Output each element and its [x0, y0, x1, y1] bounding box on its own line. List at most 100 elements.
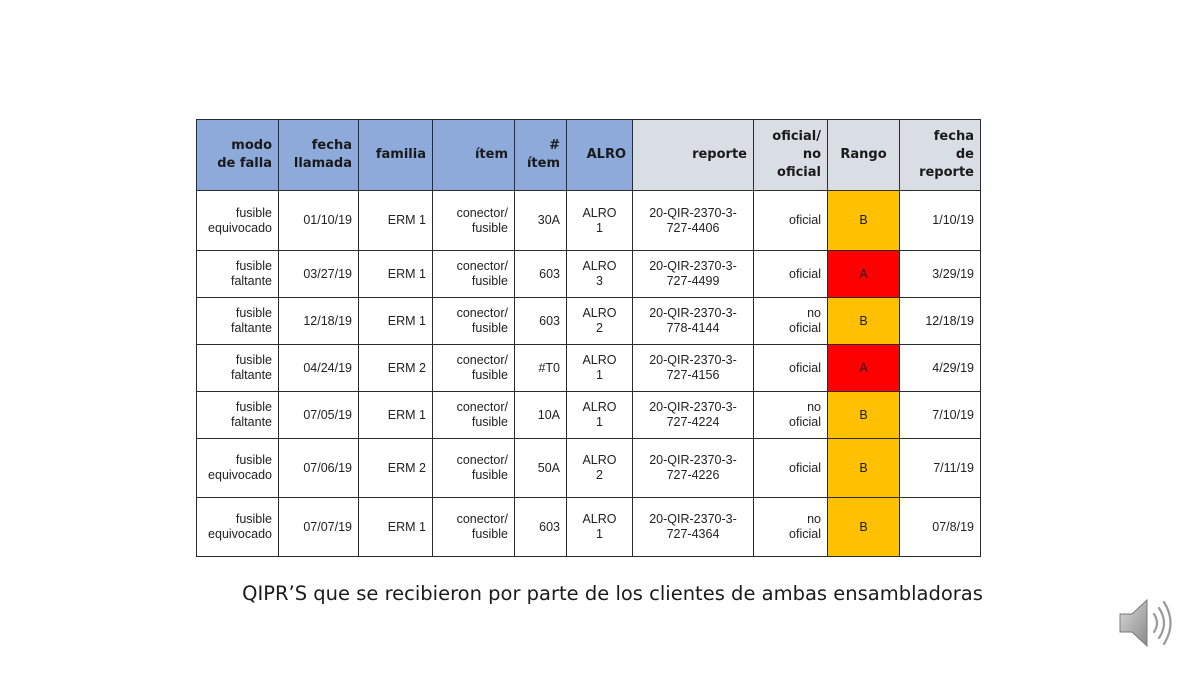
- cell-text: 01/10/19: [303, 213, 352, 227]
- cell-text: ERM 2: [387, 360, 426, 375]
- cell-text: ERM 1: [387, 313, 426, 328]
- cell-text: 10A: [537, 407, 560, 422]
- cell-text: B: [859, 460, 868, 475]
- cell-text: conector/ fusible: [456, 453, 508, 482]
- cell-text: conector/ fusible: [456, 353, 508, 382]
- table-row: fusible equivocado 07/06/19 ERM 2 conector/…: [196, 438, 981, 498]
- cell-text: ERM 1: [387, 266, 426, 281]
- cell-text: conector/ fusible: [456, 512, 508, 541]
- cell-text: conector/ fusible: [456, 205, 508, 235]
- cell-text: oficial: [789, 213, 821, 227]
- cell-familia: ERM 1: [358, 190, 433, 251]
- cell-fecha-de-reporte: 3/29/19: [899, 250, 981, 298]
- header-familia: familia: [358, 119, 433, 191]
- cell-text: 603: [539, 519, 560, 534]
- rango-badge: A: [827, 344, 900, 392]
- cell-text: fusible equivocado: [208, 512, 272, 541]
- cell-text: ALRO 1: [582, 205, 617, 235]
- cell-text: ERM 1: [387, 519, 426, 534]
- cell-text: ALRO 2: [582, 306, 617, 335]
- table-header-row: modo de falla fecha llamada familia ítem…: [196, 119, 981, 191]
- cell-text: 07/07/19: [303, 519, 352, 534]
- cell-text: no oficial: [789, 512, 821, 541]
- table-row: fusible faltante 07/05/19 ERM 1 conector/ f…: [196, 391, 981, 439]
- cell-oficial: oficial: [753, 190, 828, 251]
- cell-text: fusible faltante: [230, 306, 272, 335]
- cell-text: 20-QIR-2370-3- 727-4406: [649, 205, 737, 235]
- header-oficial: oficial/ no oficial: [753, 119, 828, 191]
- cell-modo-de-falla: fusible faltante: [196, 250, 279, 298]
- cell-modo-de-falla: fusible equivocado: [196, 497, 279, 557]
- cell-text: fusible faltante: [230, 400, 272, 429]
- cell-fecha-llamada: 07/05/19: [278, 391, 359, 439]
- cell-fecha-de-reporte: 7/10/19: [899, 391, 981, 439]
- cell-fecha-llamada: 12/18/19: [278, 297, 359, 345]
- header-alro: ALRO: [566, 119, 633, 191]
- cell-modo-de-falla: fusible faltante: [196, 297, 279, 345]
- cell-text: oficial: [789, 266, 821, 281]
- speaker-icon[interactable]: [1116, 594, 1178, 652]
- table-row: fusible equivocado 01/10/19 ERM 1 conector/…: [196, 190, 981, 251]
- cell-text: ERM 1: [387, 213, 426, 227]
- cell-reporte: 20-QIR-2370-3- 727-4156: [632, 344, 754, 392]
- rango-badge: B: [827, 190, 900, 251]
- cell-text: ALRO 1: [582, 512, 617, 541]
- cell-text: 603: [539, 266, 560, 281]
- cell-text: no oficial: [789, 400, 821, 429]
- cell-modo-de-falla: fusible faltante: [196, 391, 279, 439]
- cell-text: ALRO 3: [582, 259, 617, 288]
- cell-text: 7/10/19: [932, 407, 974, 422]
- cell-familia: ERM 1: [358, 250, 433, 298]
- cell-text: fusible faltante: [230, 353, 272, 382]
- cell-familia: ERM 2: [358, 344, 433, 392]
- cell-text: 20-QIR-2370-3- 727-4499: [649, 259, 737, 288]
- cell-item: conector/ fusible: [432, 250, 515, 298]
- cell-modo-de-falla: fusible faltante: [196, 344, 279, 392]
- header-fecha-llamada: fecha llamada: [278, 119, 359, 191]
- cell-numero-item: 603: [514, 497, 567, 557]
- rango-badge: B: [827, 438, 900, 498]
- cell-alro: ALRO 3: [566, 250, 633, 298]
- cell-numero-item: 603: [514, 250, 567, 298]
- cell-fecha-de-reporte: 4/29/19: [899, 344, 981, 392]
- header-reporte: reporte: [632, 119, 754, 191]
- cell-text: fusible faltante: [230, 259, 272, 288]
- cell-text: oficial: [789, 360, 821, 375]
- cell-text: fusible equivocado: [208, 205, 272, 235]
- cell-text: conector/ fusible: [456, 306, 508, 335]
- cell-item: conector/ fusible: [432, 438, 515, 498]
- cell-numero-item: 50A: [514, 438, 567, 498]
- cell-reporte: 20-QIR-2370-3- 727-4224: [632, 391, 754, 439]
- cell-reporte: 20-QIR-2370-3- 778-4144: [632, 297, 754, 345]
- cell-text: no oficial: [789, 306, 821, 335]
- cell-reporte: 20-QIR-2370-3- 727-4406: [632, 190, 754, 251]
- cell-modo-de-falla: fusible equivocado: [196, 190, 279, 251]
- cell-modo-de-falla: fusible equivocado: [196, 438, 279, 498]
- header-numero-item: # ítem: [514, 119, 567, 191]
- cell-text: B: [859, 407, 868, 422]
- cell-text: ERM 1: [387, 407, 426, 422]
- cell-fecha-llamada: 04/24/19: [278, 344, 359, 392]
- cell-oficial: oficial: [753, 344, 828, 392]
- header-modo-de-falla: modo de falla: [196, 119, 279, 191]
- cell-fecha-de-reporte: 12/18/19: [899, 297, 981, 345]
- cell-text: ALRO 1: [582, 353, 617, 382]
- header-fecha-de-reporte: fecha de reporte: [899, 119, 981, 191]
- cell-text: 30A: [537, 213, 560, 227]
- cell-alro: ALRO 2: [566, 297, 633, 345]
- cell-reporte: 20-QIR-2370-3- 727-4226: [632, 438, 754, 498]
- rango-badge: B: [827, 297, 900, 345]
- cell-numero-item: 30A: [514, 190, 567, 251]
- rango-badge: B: [827, 497, 900, 557]
- cell-text: 20-QIR-2370-3- 727-4226: [649, 453, 737, 482]
- cell-numero-item: 10A: [514, 391, 567, 439]
- cell-text: 07/8/19: [932, 519, 974, 534]
- cell-familia: ERM 1: [358, 497, 433, 557]
- cell-familia: ERM 1: [358, 391, 433, 439]
- cell-text: 20-QIR-2370-3- 778-4144: [649, 306, 737, 335]
- cell-text: 07/05/19: [303, 407, 352, 422]
- table-body: fusible equivocado 01/10/19 ERM 1 conector/…: [196, 190, 981, 557]
- cell-text: B: [859, 313, 868, 328]
- cell-text: conector/ fusible: [456, 400, 508, 429]
- cell-text: ERM 2: [387, 460, 426, 475]
